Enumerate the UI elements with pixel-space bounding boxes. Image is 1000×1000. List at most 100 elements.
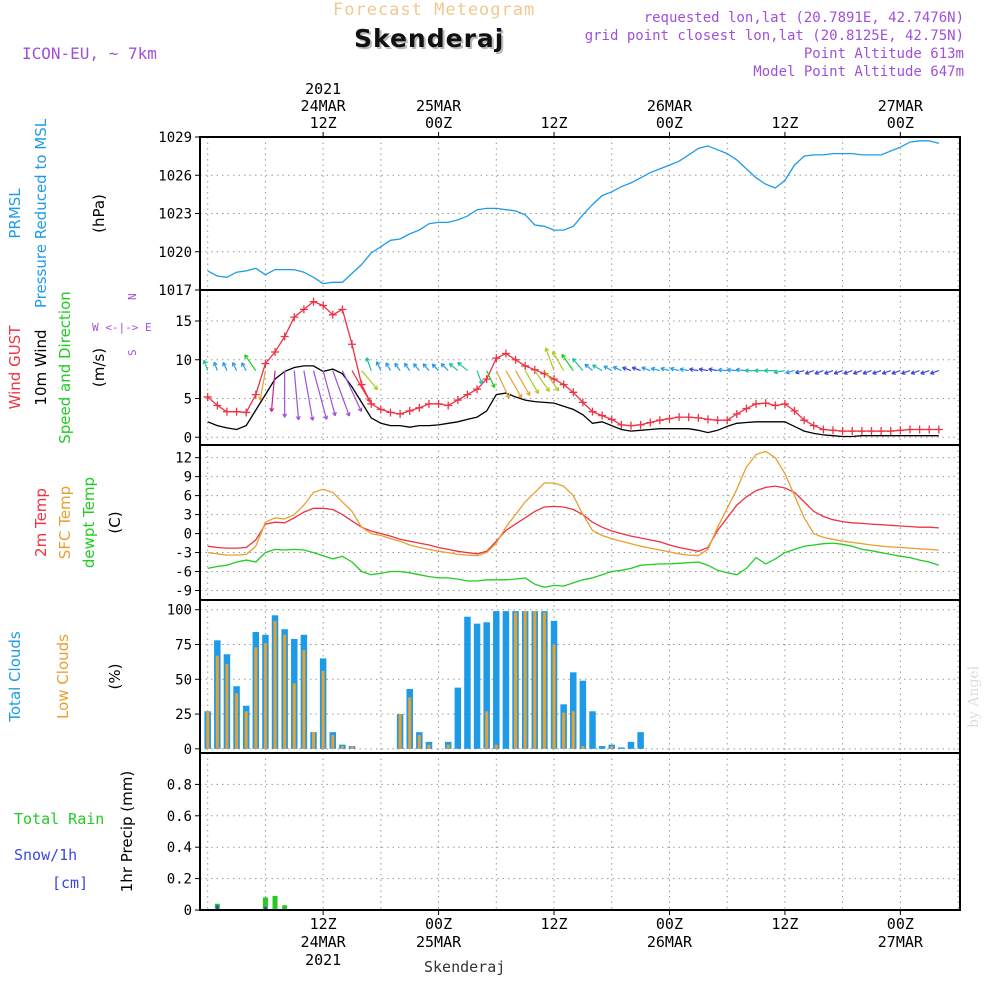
wind-arrow xyxy=(524,370,539,394)
wind-arrow xyxy=(679,367,689,373)
wind-arrow xyxy=(735,367,747,373)
bar xyxy=(254,647,258,749)
data-point xyxy=(396,410,405,418)
y-tick-label: 15 xyxy=(175,314,192,330)
data-point xyxy=(867,427,876,436)
panel-pressure: 1017 1020 1023 1026 1029 PRMSL Pressure Reduce… xyxy=(6,118,961,308)
wind-arrow xyxy=(824,370,834,375)
data-point xyxy=(925,425,934,434)
legend-rain: Total Rain xyxy=(14,810,104,828)
wind-arrow xyxy=(431,363,440,372)
data-point xyxy=(742,404,751,413)
wind-arrow xyxy=(534,370,550,392)
requested-coords: requested lon,lat (20.7891E, 42.7476N) xyxy=(643,10,964,26)
bar xyxy=(579,680,587,749)
bar xyxy=(283,634,287,749)
wind-arrow xyxy=(592,364,603,372)
y-tick-label: 1023 xyxy=(158,207,192,223)
data-point xyxy=(780,399,789,408)
data-point xyxy=(723,416,732,425)
wind-arrow xyxy=(660,366,670,372)
wind-arrow xyxy=(833,370,843,375)
time-label-bottom: 00Z xyxy=(887,915,914,933)
data-point xyxy=(338,305,347,314)
wind-arrow xyxy=(448,362,459,372)
y-tick-label: 6 xyxy=(184,489,192,505)
bar xyxy=(454,687,462,749)
bar xyxy=(225,663,229,749)
time-label-top: 27MAR xyxy=(878,97,924,115)
bar xyxy=(610,746,614,749)
data-point xyxy=(434,399,443,408)
wind-arrow xyxy=(795,369,805,375)
y-tick-label: -3 xyxy=(175,546,192,562)
bar xyxy=(562,712,566,749)
wind-arrow xyxy=(269,370,276,413)
bar xyxy=(627,741,635,749)
y-tick-label: 75 xyxy=(175,638,192,654)
series-snow-1h xyxy=(215,905,267,910)
wind-arrow xyxy=(365,357,372,371)
data-point xyxy=(232,407,241,416)
series-line xyxy=(207,365,939,438)
series-line xyxy=(207,450,939,557)
data-point xyxy=(665,414,674,423)
data-point xyxy=(386,408,395,417)
axis-label: Pressure Reduced to MSL xyxy=(32,118,50,308)
time-label-top: 24MAR xyxy=(301,97,347,115)
data-point xyxy=(684,413,693,422)
y-tick-label: 0.2 xyxy=(167,872,192,888)
credit-watermark: by Angel xyxy=(966,665,982,728)
panel-precip: 0 0.2 0.4 0.6 0.8 1hr Precip (mm) Total Rain Sn… xyxy=(14,752,961,919)
time-label-top: 00Z xyxy=(425,114,452,132)
data-point xyxy=(444,401,453,410)
bar xyxy=(282,905,288,910)
bar xyxy=(272,895,278,910)
wind-arrow xyxy=(282,370,288,418)
wind-arrow xyxy=(440,363,449,372)
data-point xyxy=(607,415,616,424)
wind-arrow xyxy=(785,369,795,375)
legend-snow-unit: [cm] xyxy=(52,874,88,892)
bar xyxy=(598,746,606,749)
wind-arrow xyxy=(231,361,238,371)
bar xyxy=(263,906,267,910)
bar xyxy=(340,746,344,749)
compass-we: W <-|-> E xyxy=(92,321,152,334)
bar xyxy=(581,746,585,749)
series-2m-temp xyxy=(207,485,939,555)
data-point xyxy=(492,354,501,363)
bar xyxy=(446,744,450,749)
point-altitude: Point Altitude 613m xyxy=(803,46,964,62)
data-point xyxy=(348,340,356,349)
wind-arrow xyxy=(764,368,776,374)
data-point xyxy=(617,420,626,429)
series-10m-wind xyxy=(207,365,939,438)
wind-arrow xyxy=(862,370,872,375)
series-wind-gust xyxy=(203,297,943,436)
series-line xyxy=(207,542,940,588)
bar xyxy=(292,683,296,749)
data-point xyxy=(251,390,260,399)
data-point xyxy=(588,407,597,416)
footer-station: Skenderaj xyxy=(424,958,506,976)
series-low-clouds xyxy=(206,611,614,749)
wind-arrow xyxy=(891,370,901,375)
bar xyxy=(570,672,577,749)
data-point xyxy=(915,425,924,434)
data-point xyxy=(646,418,655,427)
wind-arrow xyxy=(293,370,301,421)
series-direction xyxy=(202,347,940,421)
axis-label: (hPa) xyxy=(90,194,108,233)
y-tick-label: 0 xyxy=(184,742,192,758)
data-point xyxy=(261,359,270,368)
wind-arrow xyxy=(312,370,329,420)
time-label-bottom: 27MAR xyxy=(878,933,924,951)
wind-arrow xyxy=(726,367,737,373)
wind-arrow xyxy=(351,370,371,403)
wind-arrow xyxy=(881,370,891,375)
y-tick-label: 0.4 xyxy=(167,840,192,856)
data-point xyxy=(521,361,530,370)
bar xyxy=(206,711,210,749)
bar xyxy=(464,616,471,749)
